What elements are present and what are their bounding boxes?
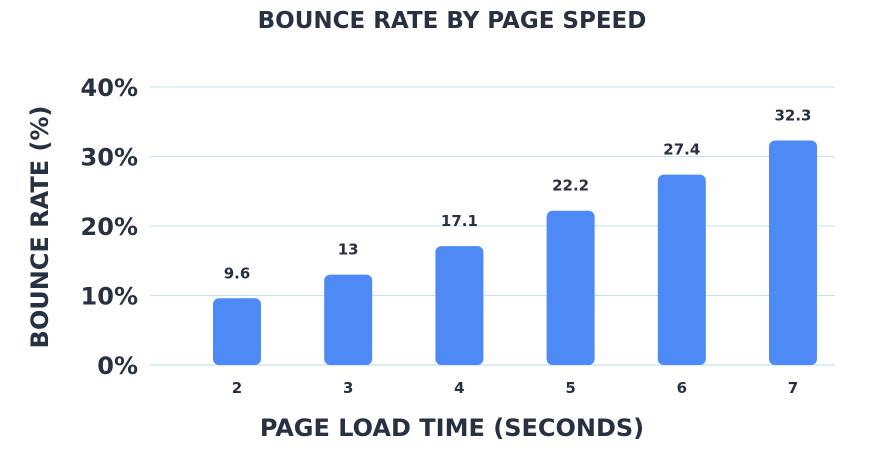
x-axis-label: PAGE LOAD TIME (SECONDS): [260, 414, 644, 442]
bar: [546, 210, 595, 365]
data-label: 17.1: [441, 212, 478, 230]
bar: [769, 140, 817, 365]
bar: [324, 274, 373, 365]
bar: [657, 174, 706, 365]
x-tick-label: 4: [454, 379, 464, 397]
data-label: 27.4: [663, 141, 700, 159]
y-tick-label: 0%: [97, 352, 138, 380]
bars: [213, 140, 817, 365]
data-label: 22.2: [552, 177, 589, 195]
x-tick-label: 2: [232, 379, 242, 397]
y-tick-label: 20%: [81, 213, 138, 241]
x-tick-label: 7: [788, 379, 798, 397]
chart-title: BOUNCE RATE BY PAGE SPEED: [258, 8, 647, 34]
y-tick-label: 40%: [81, 74, 138, 102]
bar: [213, 298, 261, 365]
data-label: 9.6: [224, 264, 251, 282]
x-tick-label: 6: [677, 379, 687, 397]
bar: [435, 246, 484, 365]
y-tick-label: 10%: [81, 283, 138, 311]
x-tick-label: 3: [343, 379, 353, 397]
y-axis-label: BOUNCE RATE (%): [26, 106, 54, 349]
y-axis-ticks: 0% 10% 20% 30% 40%: [81, 74, 138, 380]
gridlines: [150, 86, 835, 366]
data-labels: 9.6 13 17.1 22.2 27.4 32.3: [224, 107, 812, 283]
x-tick-label: 5: [565, 379, 575, 397]
x-axis-ticks: 2 3 4 5 6 7: [232, 379, 798, 397]
data-label: 13: [338, 241, 359, 259]
data-label: 32.3: [774, 107, 811, 125]
y-tick-label: 30%: [81, 144, 138, 172]
